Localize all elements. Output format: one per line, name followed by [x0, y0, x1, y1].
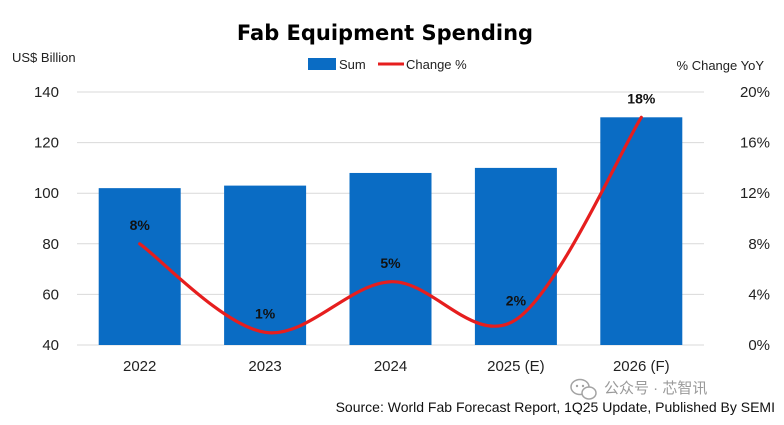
bar — [224, 185, 307, 345]
bar — [349, 172, 432, 345]
watermark-text: 公众号 · 芯智讯 — [604, 379, 707, 397]
y-right-tick-label: 8% — [748, 236, 770, 253]
x-axis-ticks: 2022 2023 2024 2025 (E) 2026 (F) — [123, 358, 670, 375]
y-left-tick-label: 120 — [34, 135, 59, 152]
y-left-tick-label: 100 — [34, 185, 59, 202]
y-axis-right-label: % Change YoY — [677, 58, 765, 73]
y-right-tick-label: 12% — [740, 185, 770, 202]
y-left-tick-label: 140 — [34, 84, 59, 101]
y-right-tick-label: 20% — [740, 84, 770, 101]
x-tick-label: 2023 — [248, 358, 281, 375]
line-data-label: 18% — [627, 90, 656, 106]
y-axis-left-ticks: 40 60 80 100 120 140 — [34, 84, 59, 354]
y-left-tick-label: 40 — [42, 337, 59, 354]
bar — [474, 167, 557, 345]
legend-label-change: Change % — [406, 57, 467, 72]
y-axis-left-label: US$ Billion — [12, 50, 76, 65]
wechat-icon — [570, 378, 597, 400]
line-data-label: 5% — [380, 255, 401, 271]
source-note: Source: World Fab Forecast Report, 1Q25 … — [336, 399, 775, 415]
legend-label-sum: Sum — [339, 57, 366, 72]
x-tick-label: 2022 — [123, 358, 156, 375]
chart-title: Fab Equipment Spending — [237, 21, 533, 45]
line-data-label: 1% — [255, 305, 276, 321]
x-tick-label: 2024 — [374, 358, 407, 375]
line-data-labels: 8% 1% 5% 2% 18% — [130, 90, 656, 321]
y-left-tick-label: 80 — [42, 236, 59, 253]
bar — [600, 117, 683, 345]
line-series — [138, 115, 643, 335]
change-line — [138, 115, 643, 335]
y-right-tick-label: 4% — [748, 286, 770, 303]
legend: Sum Change % — [308, 57, 467, 72]
x-tick-label: 2025 (E) — [487, 358, 545, 375]
bar-series — [98, 117, 683, 345]
watermark: 公众号 · 芯智讯 — [570, 378, 707, 400]
y-right-tick-label: 16% — [740, 135, 770, 152]
legend-swatch-sum — [308, 58, 336, 70]
y-right-tick-label: 0% — [748, 337, 770, 354]
line-data-label: 8% — [130, 217, 151, 233]
y-left-tick-label: 60 — [42, 286, 59, 303]
line-data-label: 2% — [506, 293, 527, 309]
y-axis-right-ticks: 0% 4% 8% 12% 16% 20% — [740, 84, 770, 354]
x-tick-label: 2026 (F) — [613, 358, 670, 375]
